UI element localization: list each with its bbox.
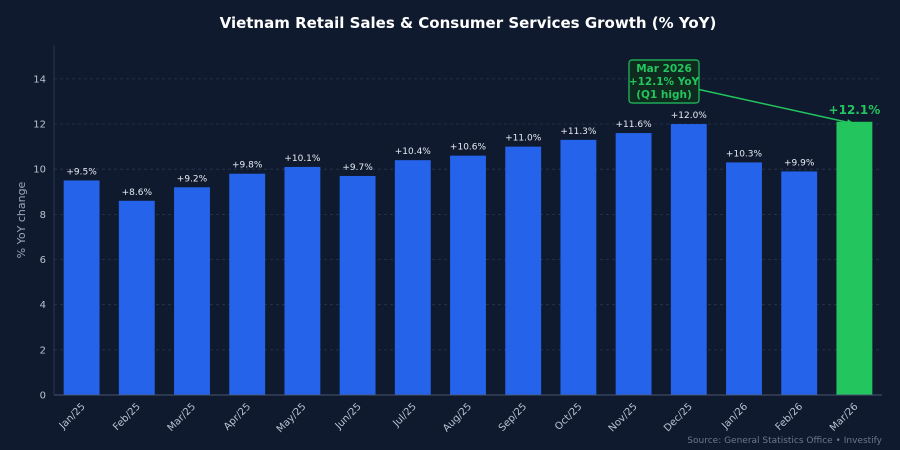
- data-label: +9.5%: [66, 167, 97, 177]
- annotation-arrow: [698, 88, 855, 125]
- x-tick-label: Jan/26: [719, 401, 750, 432]
- y-tick-label: 0: [40, 391, 46, 402]
- x-tick-label: Oct/25: [553, 401, 584, 432]
- x-tick-label: Sep/25: [497, 401, 529, 433]
- annotation-box: [628, 59, 700, 104]
- y-axis-ticks: 0 2 4 6 8 10 12 14: [33, 74, 46, 401]
- bar: [615, 133, 652, 395]
- x-tick-label: Dec/25: [662, 401, 695, 434]
- data-label: +11.3%: [560, 127, 597, 137]
- data-labels: +9.5% +8.6% +9.2% +9.8% +10.1% +9.7% +10.4% +10…: [66, 103, 880, 198]
- bar: [781, 171, 818, 395]
- x-tick-label: Aug/25: [441, 401, 474, 434]
- bar: [118, 200, 155, 395]
- x-tick-label: Feb/25: [111, 401, 143, 433]
- annotation-text: +12.1% YoY: [629, 76, 700, 88]
- x-tick-label: Mar/26: [828, 401, 861, 434]
- data-label: +8.6%: [122, 188, 153, 198]
- y-tick-label: 8: [40, 210, 46, 221]
- data-label: +11.6%: [616, 120, 653, 130]
- bar-highlight: [836, 121, 873, 395]
- x-tick-label: Feb/26: [774, 401, 806, 433]
- x-tick-label: Nov/25: [607, 401, 640, 434]
- data-label: +10.1%: [284, 154, 321, 164]
- y-tick-label: 6: [40, 255, 46, 266]
- data-label: +10.3%: [726, 149, 763, 159]
- bar: [560, 139, 597, 395]
- x-tick-label: Jan/25: [57, 401, 88, 432]
- annotation: Mar 2026+12.1% YoY(Q1 high): [628, 59, 855, 126]
- data-label: +10.6%: [450, 143, 487, 153]
- x-tick-label: Jul/25: [391, 401, 419, 429]
- data-label: +9.2%: [177, 174, 208, 184]
- bar: [450, 155, 486, 395]
- x-tick-label: Apr/25: [222, 401, 253, 432]
- bar: [726, 162, 762, 395]
- data-label: +9.8%: [232, 161, 263, 171]
- data-label: +10.4%: [395, 147, 432, 157]
- y-tick-label: 14: [33, 74, 46, 85]
- x-axis-ticks: Jan/25 Feb/25 Mar/25 Apr/25 May/25 Jun/25 Jul/…: [57, 401, 861, 435]
- bar: [284, 166, 321, 395]
- x-tick-label: May/25: [275, 401, 309, 435]
- bars: [63, 121, 873, 395]
- data-label: +9.9%: [784, 158, 815, 168]
- bar: [174, 187, 210, 395]
- bar: [394, 160, 431, 395]
- y-axis-label: % YoY change: [15, 181, 28, 258]
- y-tick-label: 4: [40, 300, 46, 311]
- x-tick-label: Mar/25: [166, 401, 199, 434]
- bar: [339, 175, 376, 395]
- annotation-text: Mar 2026: [636, 63, 692, 75]
- data-label: +12.0%: [671, 111, 708, 121]
- y-tick-label: 10: [33, 165, 46, 176]
- bar: [229, 173, 266, 395]
- bar: [63, 180, 100, 395]
- annotation-arrowhead: [846, 119, 855, 126]
- source-note: Source: General Statistics Office • Inve…: [687, 436, 882, 446]
- data-label: +11.0%: [505, 134, 542, 144]
- chart-title: Vietnam Retail Sales & Consumer Services…: [220, 14, 717, 32]
- y-tick-label: 2: [40, 345, 46, 356]
- x-tick-label: Jun/25: [333, 401, 364, 432]
- bar: [670, 124, 707, 395]
- annotation-text: (Q1 high): [636, 89, 692, 101]
- data-label: +9.7%: [342, 163, 373, 173]
- bar: [505, 146, 542, 395]
- y-tick-label: 12: [33, 120, 46, 131]
- data-label: +12.1%: [829, 103, 881, 117]
